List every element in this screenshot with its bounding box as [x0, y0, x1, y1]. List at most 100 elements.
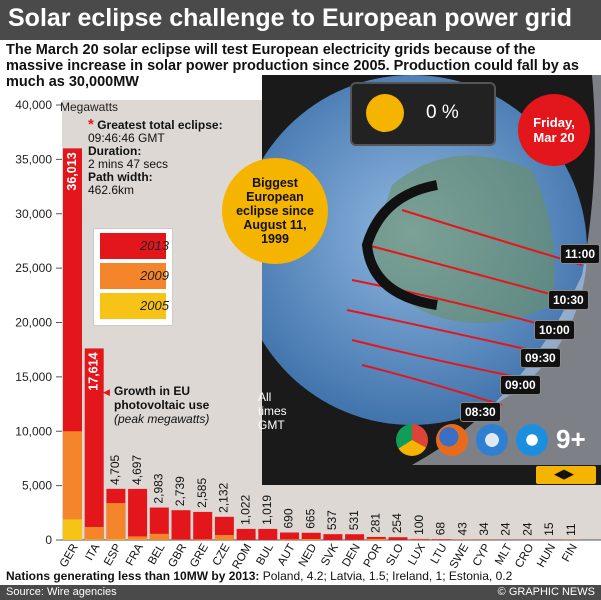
x-tick-label: HUN — [535, 542, 558, 570]
bar-2009-ESP — [106, 503, 126, 540]
bar-2013-CZE — [214, 516, 234, 540]
biggest-eclipse-badge: Biggest European eclipse since August 11… — [222, 158, 328, 264]
bar-2013-GRE — [193, 511, 213, 540]
time-label-1000: 10:00 — [534, 320, 575, 340]
date-badge-line2: Mar 20 — [533, 130, 575, 145]
x-tick-label: CZE — [211, 542, 233, 568]
all-times-line: GMT — [258, 418, 285, 432]
bar-2009-AUT — [280, 539, 299, 540]
x-tick-label: SWE — [448, 542, 472, 571]
all-times-note: All times GMT — [258, 390, 287, 432]
time-label-1030: 10:30 — [548, 290, 589, 310]
y-tick-label: 40,000 — [15, 98, 52, 112]
data-label: 1,019 — [260, 495, 274, 525]
x-tick-label: GER — [58, 542, 81, 570]
chrome-icon — [396, 424, 428, 456]
bar-2009-POR — [366, 538, 386, 540]
safari-icon — [476, 424, 508, 456]
ie-version-text: 9+ — [556, 424, 586, 454]
data-label: 1,022 — [238, 495, 252, 525]
firefox-icon — [436, 424, 468, 456]
x-tick-label: ESP — [102, 542, 124, 568]
y-tick-label: 35,000 — [15, 152, 52, 166]
x-tick-label: SLO — [384, 542, 406, 568]
time-label-0830: 08:30 — [460, 402, 501, 422]
x-tick-label: LTU — [429, 542, 450, 566]
time-slider-handle[interactable]: ◀▶ — [536, 466, 596, 484]
browser-icons — [392, 420, 601, 462]
eclipse-percent: 0 % — [426, 102, 459, 123]
credit-text: © GRAPHIC NEWS — [497, 586, 595, 598]
data-label: 531 — [347, 510, 361, 530]
bar-2005-GER — [63, 519, 82, 540]
x-tick-label: POR — [362, 542, 385, 570]
header-bar: Solar eclipse challenge to European powe… — [0, 0, 601, 40]
x-tick-label: BEL — [146, 542, 168, 567]
growth-subtitle: (peak megawatts) — [114, 412, 210, 426]
x-tick-label: FRA — [124, 542, 146, 568]
time-label-1100: 11:00 — [560, 244, 601, 264]
legend-item-2005: 2005 — [100, 293, 169, 319]
path-label: Path width: — [88, 170, 153, 184]
x-tick-label: GBR — [166, 542, 189, 570]
time-slider-track[interactable] — [262, 465, 601, 485]
y-tick-label: 30,000 — [15, 207, 52, 221]
pointer-triangle-icon: ◀ — [103, 387, 110, 397]
bar-2009-FRA — [128, 536, 148, 540]
x-tick-label: NED — [297, 542, 320, 569]
duration-value: 2 mins 47 secs — [88, 157, 169, 171]
data-label: 2,739 — [173, 476, 187, 506]
data-label: 11 — [564, 523, 578, 536]
all-times-line: times — [258, 404, 287, 418]
totality-path — [361, 180, 438, 310]
star-icon: * — [88, 116, 94, 133]
bar-2013-DEN — [345, 534, 365, 540]
data-label: 690 — [282, 508, 296, 528]
page-title: Solar eclipse challenge to European powe… — [8, 4, 573, 32]
bar-2013-LTU — [431, 539, 451, 540]
legend-item-2013: 2013 — [100, 233, 169, 259]
data-label: 2,585 — [195, 478, 209, 508]
intro-text: The March 20 solar eclipse will test Eur… — [6, 42, 579, 90]
legend-label: 2009 — [140, 268, 169, 283]
greatest-value: 09:46:46 GMT — [88, 131, 165, 145]
bottom-bar: Source: Wire agencies © GRAPHIC NEWS — [0, 585, 601, 600]
slider-arrows-icon: ◀▶ — [554, 466, 574, 481]
data-label: 17,614 — [86, 352, 100, 390]
bar-2009-GER — [63, 431, 82, 540]
bar-2013-AUT — [280, 532, 299, 540]
data-label: 15 — [542, 522, 556, 536]
data-label: 24 — [499, 522, 513, 536]
data-label: 43 — [455, 522, 469, 536]
y-tick-label: 5,000 — [22, 479, 52, 493]
footer-note: Nations generating less than 10MW by 201… — [6, 569, 512, 583]
data-label: 24 — [520, 522, 534, 536]
x-tick-label: MLT — [493, 542, 514, 567]
y-tick-label: 0 — [45, 533, 52, 547]
data-label: 4,697 — [130, 455, 144, 485]
path-value: 462.6km — [88, 183, 135, 197]
x-tick-label: CYP — [471, 542, 493, 569]
bar-2009-ITA — [84, 526, 104, 540]
y-tick-label: 15,000 — [15, 370, 52, 384]
data-label: 34 — [477, 522, 491, 536]
x-tick-label: CRO — [513, 542, 536, 570]
bar-2013-NED — [301, 532, 321, 540]
bar-2013-FRA — [128, 488, 148, 540]
x-tick-label: FIN — [560, 542, 580, 564]
time-label-0900: 09:00 — [500, 375, 541, 395]
data-label: 254 — [390, 513, 404, 533]
bar-2013-POR — [366, 536, 386, 540]
data-label: 2,132 — [217, 482, 231, 512]
duration-label: Duration: — [88, 144, 142, 158]
source-text: Source: Wire agencies — [6, 586, 117, 598]
bar-2013-BEL — [149, 507, 169, 540]
x-tick-label: AUT — [276, 542, 298, 568]
sun-icon — [366, 94, 404, 132]
data-label: 281 — [368, 513, 382, 533]
europe-landmass — [372, 155, 555, 323]
all-times-line: All — [258, 390, 272, 404]
x-tick-label: ITA — [84, 542, 103, 563]
bar-2013-ROM — [236, 528, 256, 540]
